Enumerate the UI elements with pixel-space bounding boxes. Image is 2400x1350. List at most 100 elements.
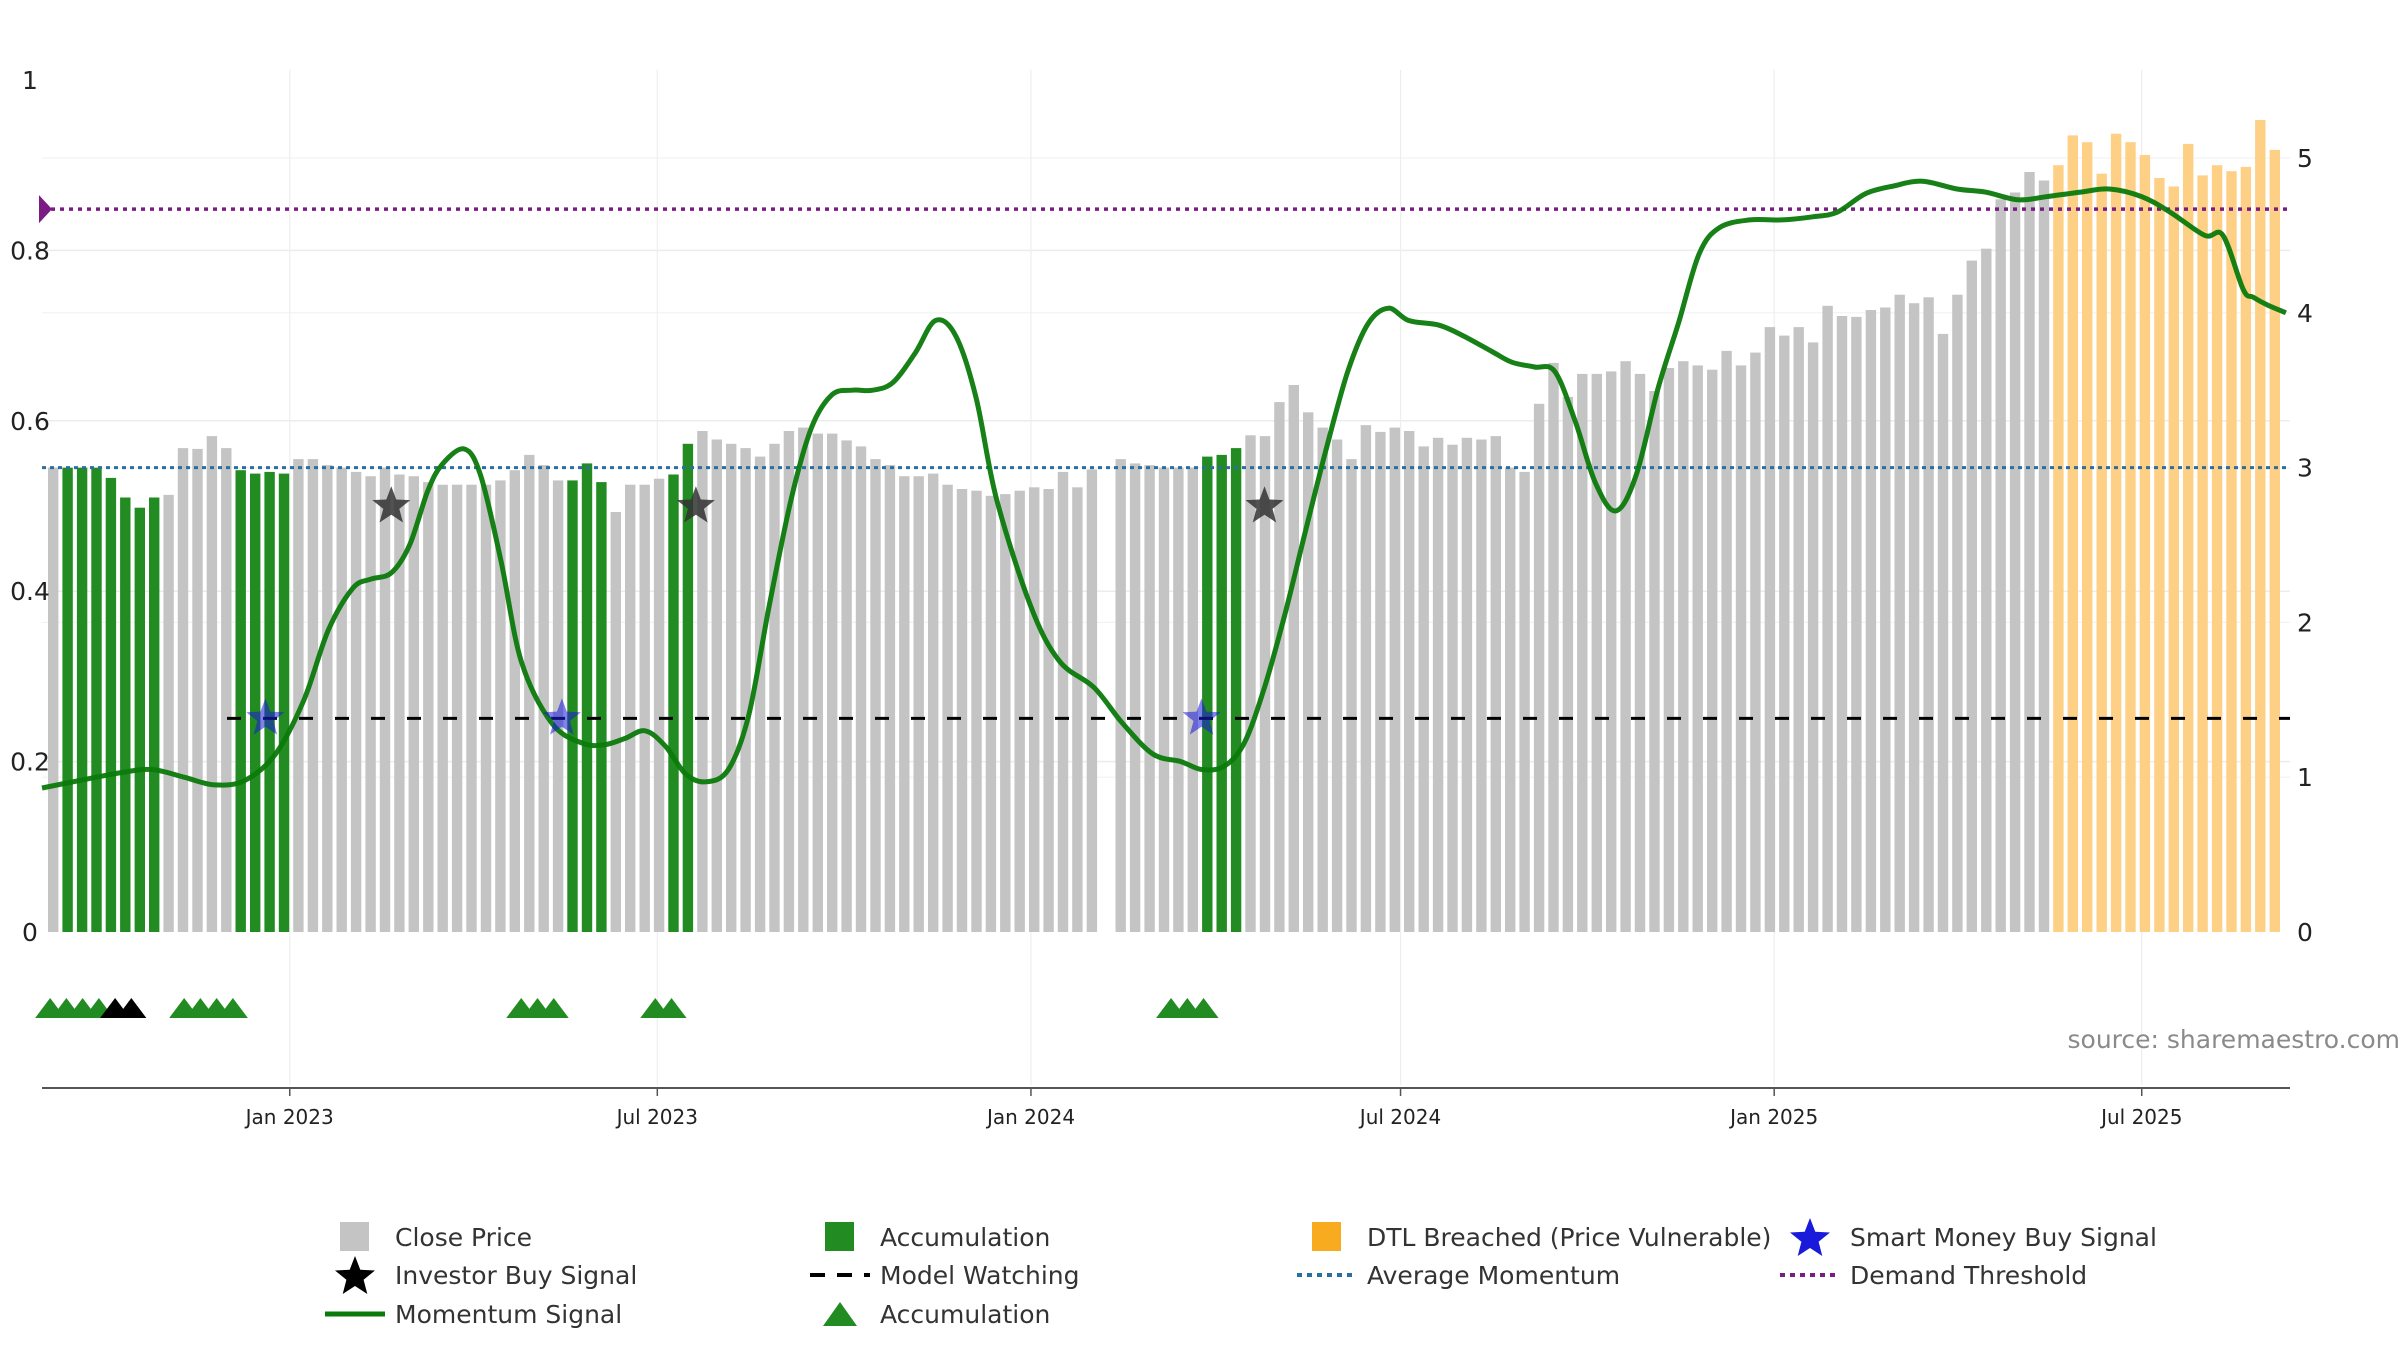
close-price-bar [552,480,564,932]
dtl-breached-bar [2082,142,2093,932]
dtl-breached-bar [2240,166,2252,932]
signal-markers [35,486,1284,1018]
dtl-breached-bar [2067,135,2078,932]
y-left-tick-label: 0.8 [10,236,50,265]
dtl-breached-bar [2096,173,2107,932]
accumulation-bar [134,507,145,932]
close-price-bar [1173,467,1184,932]
accumulation-bar [1216,454,1227,932]
accumulation-bar [149,497,160,932]
close-price-bar [1274,402,1285,933]
legend-triangle-accumulation [823,1302,857,1326]
accumulation-bar [668,474,679,932]
legend-label: Smart Money Buy Signal [1850,1223,2157,1252]
accumulation-triangle [538,998,569,1018]
x-tick-label: Jul 2023 [615,1105,698,1129]
y-right-tick-label: 2 [2297,608,2313,637]
x-tick-label: Jan 2024 [985,1105,1075,1129]
close-price-bar [163,494,174,932]
y-left-tick-label: 0.4 [10,577,50,606]
accumulation-bar [567,480,578,932]
close-price-bar [1331,439,1343,932]
x-tick-label: Jan 2025 [1728,1105,1818,1129]
close-price-bar [1360,425,1372,932]
dtl-breached-bar [2226,171,2237,932]
close-price-bar [423,482,434,932]
close-price-bar [1505,467,1516,932]
y-left-tick-label: 0.6 [10,407,50,436]
source-note: source: sharemaestro.com [2068,1025,2400,1054]
accumulation-bar [91,467,102,932]
close-price-bar [1490,436,1501,932]
close-price-bar [1014,490,1025,932]
close-price-bar [1577,373,1588,932]
close-price-bar [1418,446,1429,932]
close-price-bar [610,512,621,932]
investor-triangle [116,998,147,1018]
close-price-bar [1043,489,1054,932]
dtl-breached-bar [2197,175,2208,932]
close-price-bar [1836,316,1848,932]
close-price-bar [1865,310,1877,932]
legend-star-smart [1790,1218,1830,1256]
close-price-bar [783,431,795,932]
close-price-bar [336,467,347,932]
close-price-bar [942,484,953,932]
accumulation-bar [581,463,593,932]
legend-label: Investor Buy Signal [395,1261,637,1290]
accumulation-bar [105,477,117,932]
close-price-bar [1548,362,1559,932]
close-price-bar [855,446,867,932]
dtl-breached-bar [2183,143,2194,932]
close-price-bar [1346,459,1357,932]
close-price-bar [1086,469,1098,932]
close-price-bar [495,480,506,932]
close-price-bar [1908,303,1920,932]
close-price-bar [1880,307,1891,932]
x-tick-label: Jan 2023 [244,1105,334,1129]
close-price-bar [1187,467,1198,932]
close-price-bar [1779,335,1790,933]
close-price-bar [451,484,463,932]
close-price-bar [437,484,448,932]
smart-money-buy-signal [246,698,285,735]
close-price-bar [1620,361,1631,932]
close-price-bar [221,448,232,932]
close-price-bar [913,476,924,932]
close-price-bar [350,471,362,932]
accumulation-bar [278,473,290,932]
legend-item-investor: Investor Buy Signal [335,1256,637,1294]
close-price-bar [1432,437,1444,932]
investor-buy-signal [676,486,715,523]
close-price-bar [1129,463,1141,932]
close-price-bar [1375,431,1386,932]
close-price-bar [293,459,304,932]
close-price-bar [841,440,852,932]
close-price-bar [1851,316,1862,932]
close-price-bar [1029,487,1040,932]
close-price-bar [509,470,520,932]
y-right-tick-label: 4 [2297,299,2313,328]
close-price-bar [928,473,939,932]
close-price-bar [798,427,809,932]
legend-label: Model Watching [880,1261,1080,1290]
close-price-bar [1072,487,1083,932]
axes: 0 0.2 0.4 0.6 0.8 1 0 1 2 3 4 5 Jan 2023 Jul 2023 Jan … [10,66,2313,1129]
close-price-bar [1649,391,1660,932]
close-price-bar [48,467,59,932]
close-price-bar [1981,248,1992,932]
accumulation-bar [596,482,607,932]
close-price-bar [408,476,419,932]
close-price-bar [1663,368,1675,932]
close-price-bar [1519,471,1530,932]
close-price-bar [1404,431,1415,932]
close-price-bar [1562,396,1574,932]
smart-money-buy-signal [1182,698,1221,735]
close-price-bar [538,465,549,932]
close-price-bar [956,489,968,932]
legend-item-dtl: DTL Breached (Price Vulnerable) [1312,1222,1771,1252]
close-price-bar [2038,180,2050,932]
close-price-bar [394,474,405,932]
accumulation-triangle [1188,998,1219,1018]
